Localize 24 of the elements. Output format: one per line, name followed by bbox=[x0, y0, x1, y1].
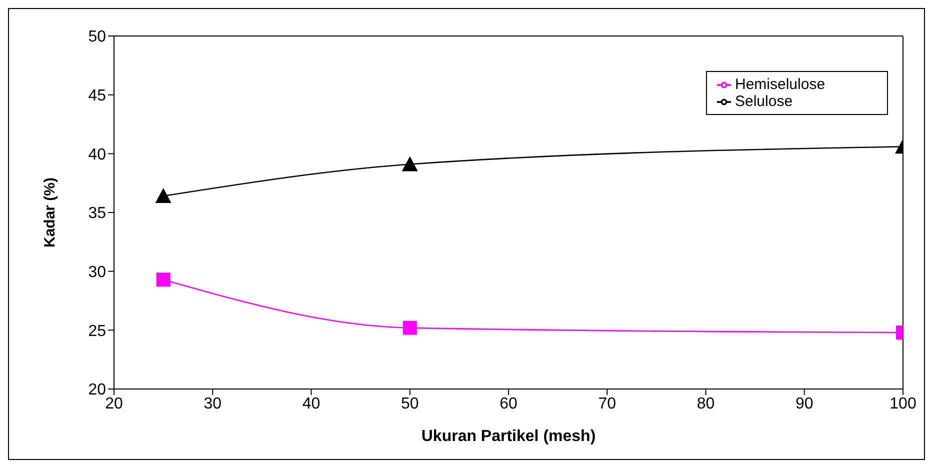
y-tick-label: 30 bbox=[88, 264, 106, 282]
y-tick-label: 40 bbox=[88, 146, 106, 164]
y-tick-label: 45 bbox=[88, 88, 106, 105]
x-tick-label: 30 bbox=[204, 395, 222, 412]
y-axis-title: Kadar (%) bbox=[41, 177, 58, 248]
x-axis-title: Ukuran Partikel (mesh) bbox=[421, 428, 596, 445]
x-tick-label: 80 bbox=[696, 395, 715, 412]
x-tick-label: 70 bbox=[598, 395, 616, 412]
point bbox=[402, 320, 417, 335]
x-tick-label: 90 bbox=[795, 395, 814, 412]
y-tick-label: 20 bbox=[88, 382, 106, 399]
x-tick-label: 40 bbox=[302, 395, 320, 412]
y-tick-label: 25 bbox=[88, 322, 106, 340]
legend-label: Selulose bbox=[735, 93, 793, 110]
point bbox=[402, 156, 418, 172]
x-tick-label: 20 bbox=[105, 395, 123, 412]
point bbox=[156, 272, 170, 287]
y-tick-label: 50 bbox=[88, 28, 106, 46]
x-tick-label: 50 bbox=[400, 395, 419, 412]
x-tick-label: 60 bbox=[500, 395, 518, 412]
point bbox=[155, 188, 172, 204]
legend-label: Hemiselulose bbox=[735, 76, 826, 93]
x-tick-label: 100 bbox=[890, 395, 916, 412]
y-tick-label: 35 bbox=[88, 205, 106, 222]
